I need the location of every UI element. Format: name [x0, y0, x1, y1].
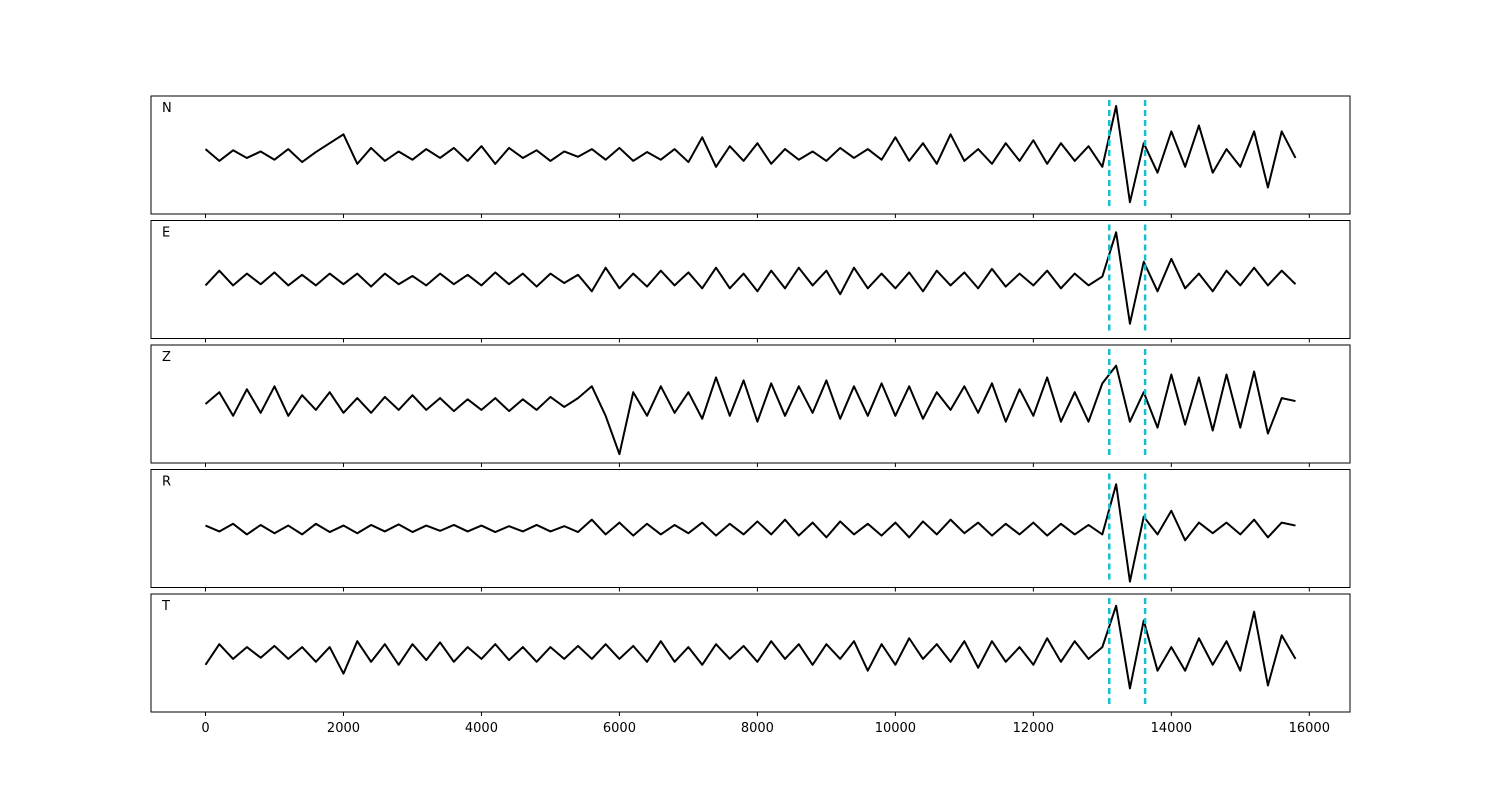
- panel-label: Z: [162, 350, 171, 365]
- x-tick-label: 6000: [603, 721, 636, 736]
- x-tick-label: 8000: [741, 721, 774, 736]
- panel-frame: [150, 220, 1351, 339]
- panel-frame: [150, 95, 1351, 215]
- x-tick-label: 14000: [1151, 721, 1192, 736]
- panel-label: N: [162, 101, 172, 116]
- panel-frame: [150, 469, 1351, 588]
- x-tick-label: 16000: [1289, 721, 1330, 736]
- x-tick-label: 10000: [875, 721, 916, 736]
- trace: [204, 604, 1297, 690]
- trace: [205, 483, 1296, 583]
- x-tick-label: 2000: [327, 721, 360, 736]
- x-tick-label: 4000: [465, 721, 498, 736]
- panel-label: R: [162, 475, 171, 490]
- x-tick-label: 12000: [1013, 721, 1054, 736]
- x-tick-label: 0: [201, 721, 209, 736]
- panel-label: E: [162, 226, 170, 241]
- panel-frame: [150, 344, 1351, 464]
- trace: [204, 231, 1297, 325]
- trace: [204, 105, 1297, 204]
- panel-label: T: [161, 599, 170, 614]
- panel-frame: [150, 593, 1351, 713]
- trace: [204, 364, 1296, 456]
